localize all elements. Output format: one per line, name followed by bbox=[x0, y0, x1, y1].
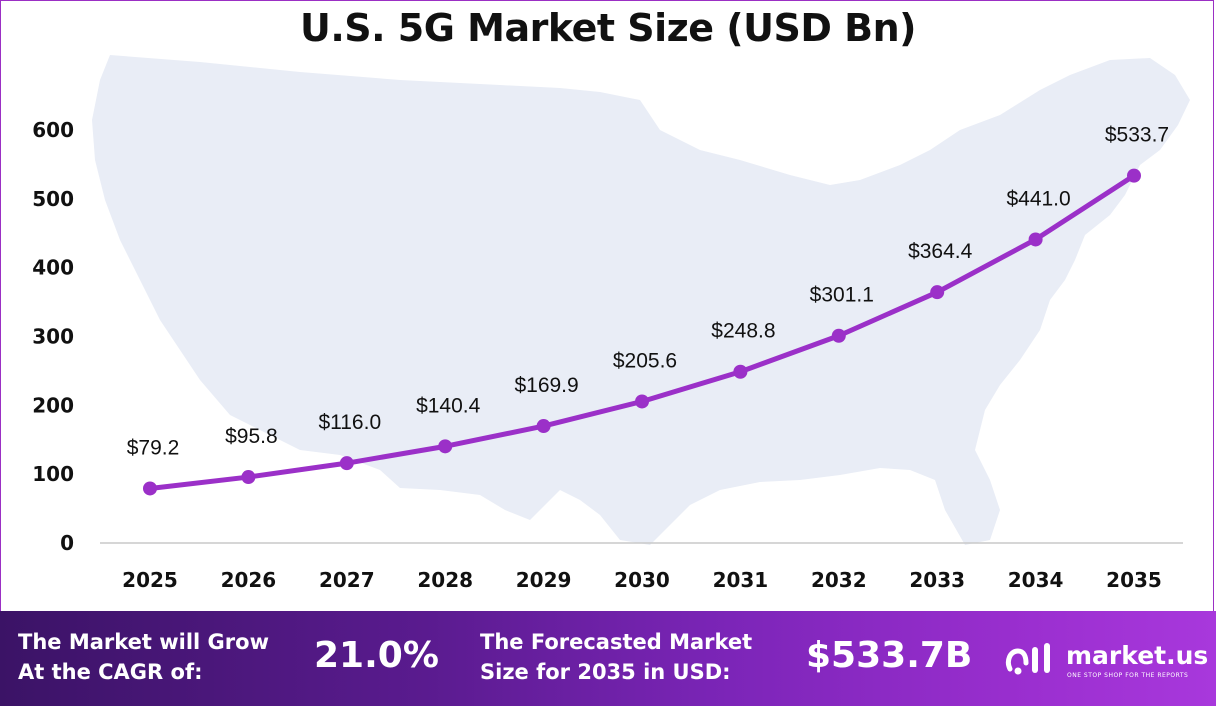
data-point bbox=[1028, 232, 1043, 247]
data-label: $205.6 bbox=[613, 349, 677, 372]
x-tick-label: 2034 bbox=[1008, 568, 1064, 592]
data-label: $79.2 bbox=[127, 436, 180, 459]
forecast-label: The Forecasted Market Size for 2035 in U… bbox=[480, 627, 752, 687]
x-tick-label: 2025 bbox=[122, 568, 178, 592]
x-tick-label: 2030 bbox=[614, 568, 670, 592]
data-label: $441.0 bbox=[1006, 187, 1070, 210]
data-label: $364.4 bbox=[908, 240, 973, 263]
line-chart: 0 100 200 300 400 500 600 2025 2026 2027 2028 2029… bbox=[32, 55, 1190, 592]
footer-banner: The Market will Grow At the CAGR of: 21.… bbox=[0, 611, 1216, 706]
data-point bbox=[635, 394, 649, 409]
brand-name: market.us bbox=[1066, 641, 1209, 670]
data-label: $140.4 bbox=[416, 394, 481, 417]
data-label: $248.8 bbox=[711, 320, 775, 343]
x-tick-label: 2032 bbox=[811, 568, 867, 592]
data-label: $95.8 bbox=[225, 425, 278, 448]
brand-tagline: ONE STOP SHOP FOR THE REPORTS bbox=[1067, 672, 1189, 679]
y-tick-label: 200 bbox=[32, 393, 74, 417]
forecast-value: $533.7B bbox=[806, 635, 973, 676]
y-tick-label: 100 bbox=[32, 462, 74, 486]
x-tick-label: 2029 bbox=[516, 568, 572, 592]
y-tick-label: 500 bbox=[32, 187, 74, 211]
data-label: $533.7 bbox=[1105, 124, 1169, 147]
x-tick-label: 2028 bbox=[417, 568, 473, 592]
chart-title: U.S. 5G Market Size (USD Bn) bbox=[299, 6, 917, 50]
market-us-logo-icon bbox=[1005, 643, 1050, 675]
data-point bbox=[438, 439, 453, 454]
forecast-label-line2: Size for 2035 in USD: bbox=[480, 660, 731, 684]
us-map-silhouette bbox=[92, 55, 1190, 545]
cagr-value: 21.0% bbox=[314, 635, 439, 676]
y-tick-label: 400 bbox=[32, 256, 74, 280]
y-tick-label: 600 bbox=[32, 118, 74, 142]
cagr-label: The Market will Grow At the CAGR of: bbox=[18, 627, 269, 687]
data-point bbox=[536, 419, 551, 434]
x-tick-label: 2031 bbox=[713, 568, 769, 592]
forecast-label-line1: The Forecasted Market bbox=[480, 630, 753, 654]
data-point bbox=[930, 285, 945, 300]
x-tick-label: 2033 bbox=[909, 568, 965, 592]
data-label: $169.9 bbox=[514, 374, 578, 397]
data-point bbox=[831, 328, 846, 343]
data-label: $301.1 bbox=[810, 284, 874, 307]
data-point bbox=[339, 456, 354, 471]
data-label: $116.0 bbox=[318, 411, 381, 434]
x-tick-label: 2035 bbox=[1106, 568, 1162, 592]
data-point bbox=[241, 470, 256, 485]
data-point bbox=[733, 364, 748, 379]
data-point bbox=[1127, 168, 1141, 183]
data-point bbox=[143, 481, 157, 496]
y-tick-label: 300 bbox=[32, 325, 74, 349]
y-tick-label: 0 bbox=[60, 531, 74, 555]
cagr-label-line2: At the CAGR of: bbox=[18, 660, 203, 684]
x-tick-label: 2027 bbox=[319, 568, 375, 592]
x-tick-label: 2026 bbox=[221, 568, 277, 592]
cagr-label-line1: The Market will Grow bbox=[18, 630, 269, 654]
